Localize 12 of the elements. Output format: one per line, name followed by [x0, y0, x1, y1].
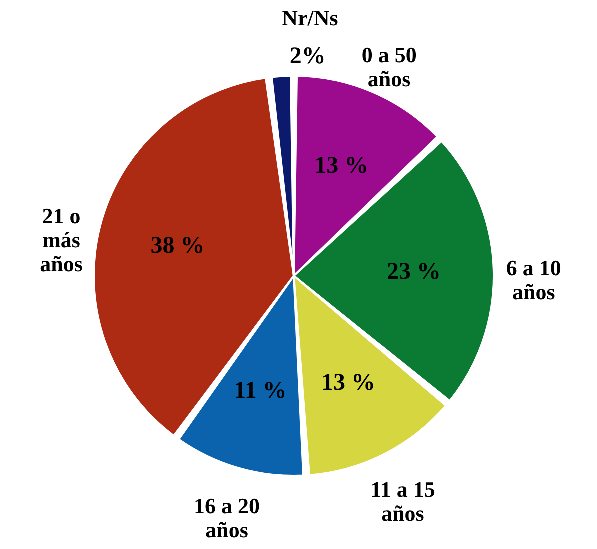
slice-label: 11 a 15 años: [370, 476, 436, 526]
data-label: 13 %: [321, 370, 376, 396]
data-label: 23 %: [386, 259, 441, 286]
slice-label: 21 o más años: [40, 203, 84, 276]
slice-label: 0 a 50 años: [362, 42, 417, 92]
slice-label: Nr/Ns: [282, 6, 339, 31]
data-label: 11 %: [234, 378, 287, 404]
data-label: 13 %: [314, 152, 369, 179]
slice-label: 16 a 20 años: [194, 493, 260, 542]
data-label: 38 %: [150, 233, 205, 260]
data-label: 2%: [290, 43, 326, 70]
slice-label: 6 a 10 años: [506, 255, 562, 304]
